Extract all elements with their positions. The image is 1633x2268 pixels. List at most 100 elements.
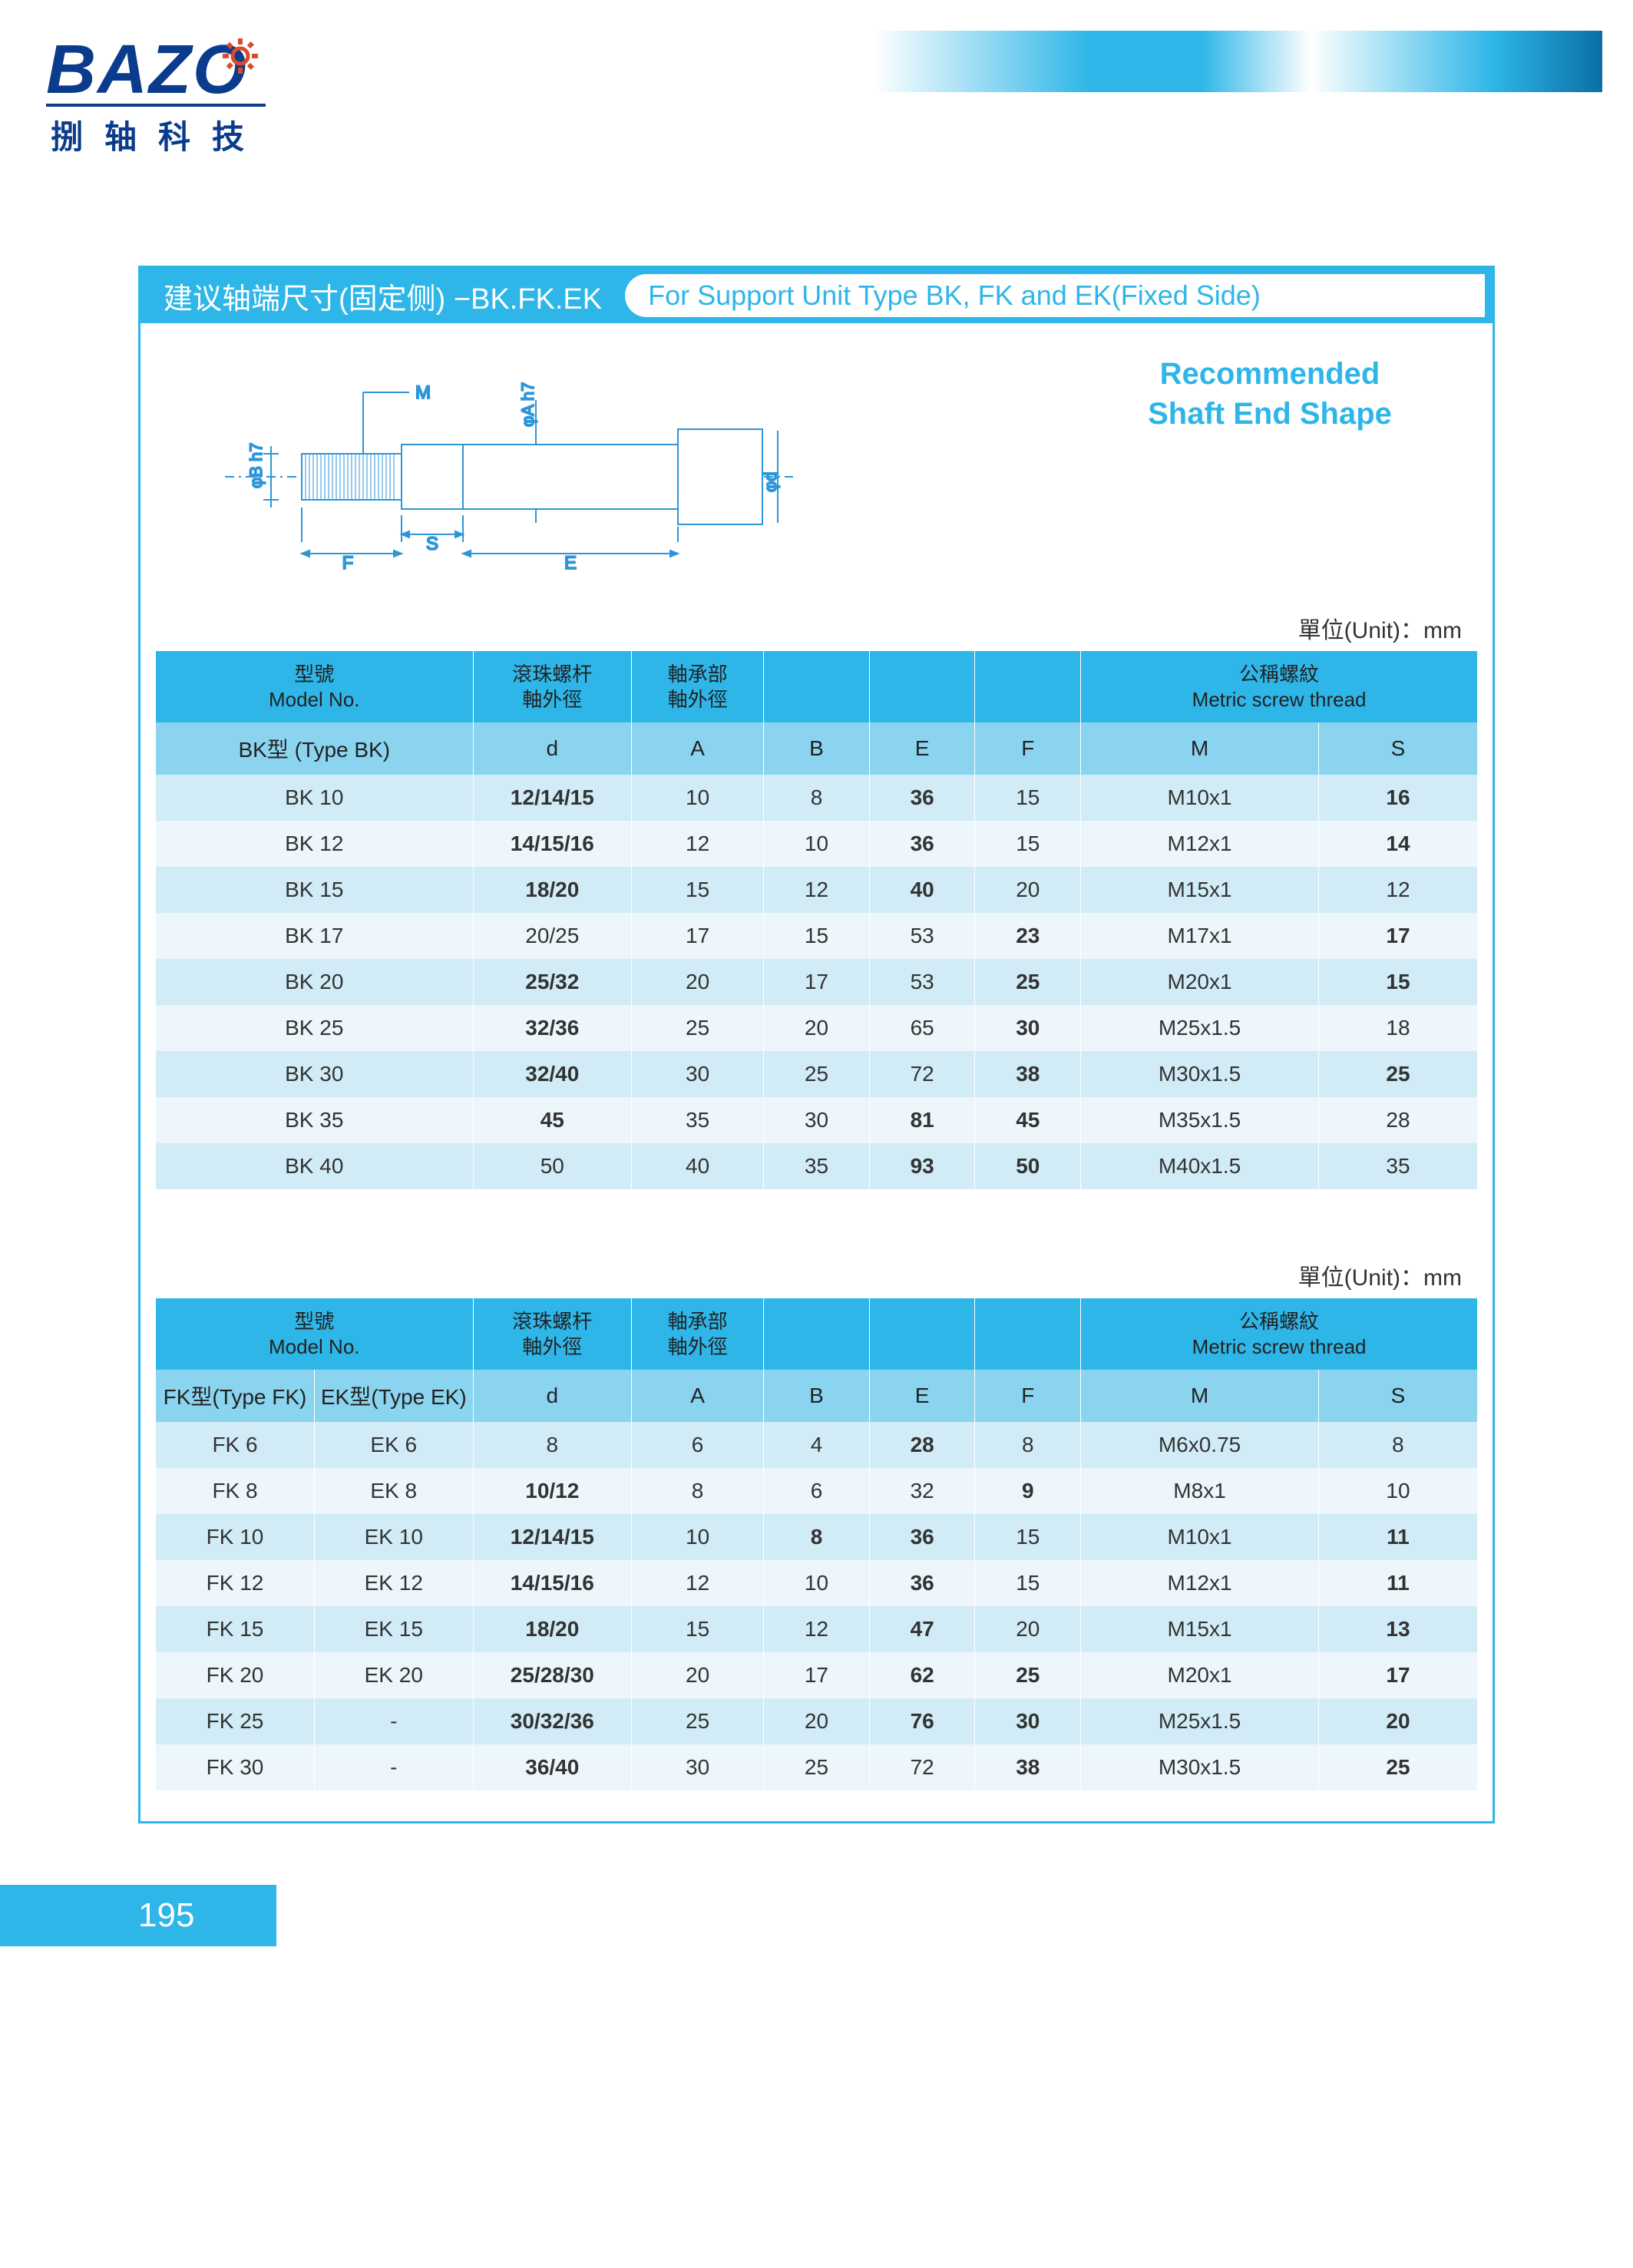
- cell-model: BK 12: [156, 821, 473, 867]
- cell-model: BK 25: [156, 1005, 473, 1051]
- th-B: [764, 1298, 870, 1370]
- logo-subtitle: 捌轴科技: [46, 104, 266, 158]
- cell-M: M10x1: [1081, 1514, 1319, 1560]
- th2-F: F: [975, 722, 1081, 775]
- cell-ek: EK 15: [315, 1606, 474, 1652]
- cell-A: 10: [632, 775, 764, 821]
- th-E: [869, 651, 975, 722]
- th-d: 滾珠螺杆軸外徑: [473, 1298, 632, 1370]
- table-row: BK 354535308145M35x1.528: [156, 1097, 1477, 1143]
- table-row: BK 1214/15/1612103615M12x114: [156, 821, 1477, 867]
- cell-d: 32/36: [473, 1005, 632, 1051]
- cell-S: 11: [1318, 1514, 1477, 1560]
- th2-d: d: [473, 722, 632, 775]
- cell-A: 15: [632, 1606, 764, 1652]
- cell-S: 12: [1318, 867, 1477, 913]
- th-A: 軸承部軸外徑: [632, 651, 764, 722]
- svg-text:φd: φd: [761, 471, 780, 492]
- cell-B: 12: [764, 867, 870, 913]
- th2-E: E: [869, 1370, 975, 1422]
- table-row: FK 20EK 2025/28/3020176225M20x117: [156, 1652, 1477, 1698]
- cell-B: 30: [764, 1097, 870, 1143]
- cell-model: BK 20: [156, 959, 473, 1005]
- header-gradient-bar: [873, 31, 1602, 92]
- unit-label-2: 單位(Unit)：mm: [140, 1251, 1493, 1298]
- table-row: FK 8EK 810/1286329M8x110: [156, 1468, 1477, 1514]
- cell-A: 35: [632, 1097, 764, 1143]
- cell-fk: FK 10: [156, 1514, 315, 1560]
- cell-B: 15: [764, 913, 870, 959]
- title-english: For Support Unit Type BK, FK and EK(Fixe…: [648, 279, 1261, 312]
- cell-S: 18: [1318, 1005, 1477, 1051]
- cell-S: 11: [1318, 1560, 1477, 1606]
- cell-M: M15x1: [1081, 1606, 1319, 1652]
- cell-S: 15: [1318, 959, 1477, 1005]
- svg-text:M: M: [415, 382, 431, 403]
- page-number: 195: [0, 1885, 276, 1946]
- cell-M: M30x1.5: [1081, 1051, 1319, 1097]
- cell-E: 53: [869, 959, 975, 1005]
- logo-text: BAZO: [46, 31, 266, 110]
- cell-B: 4: [764, 1422, 870, 1468]
- title-bar: 建议轴端尺寸(固定侧) −BK.FK.EK For Support Unit T…: [140, 268, 1493, 323]
- table-row: FK 10EK 1012/14/151083615M10x111: [156, 1514, 1477, 1560]
- cell-F: 15: [975, 1560, 1081, 1606]
- cell-M: M10x1: [1081, 775, 1319, 821]
- cell-model: BK 40: [156, 1143, 473, 1189]
- cell-F: 38: [975, 1051, 1081, 1097]
- cell-F: 8: [975, 1422, 1081, 1468]
- table-row: BK 405040359350M40x1.535: [156, 1143, 1477, 1189]
- cell-ek: EK 8: [315, 1468, 474, 1514]
- cell-A: 12: [632, 821, 764, 867]
- th2-M: M: [1081, 1370, 1319, 1422]
- cell-A: 20: [632, 1652, 764, 1698]
- cell-S: 17: [1318, 1652, 1477, 1698]
- th2-fk: FK型(Type FK): [156, 1370, 315, 1422]
- cell-fk: FK 30: [156, 1744, 315, 1790]
- th-thread: 公稱螺紋Metric screw thread: [1081, 1298, 1477, 1370]
- cell-model: BK 30: [156, 1051, 473, 1097]
- cell-E: 28: [869, 1422, 975, 1468]
- cell-d: 50: [473, 1143, 632, 1189]
- cell-B: 17: [764, 959, 870, 1005]
- cell-F: 20: [975, 1606, 1081, 1652]
- table-row: BK 1518/2015124020M15x112: [156, 867, 1477, 913]
- cell-d: 18/20: [473, 1606, 632, 1652]
- cell-B: 6: [764, 1468, 870, 1514]
- cell-ek: EK 20: [315, 1652, 474, 1698]
- cell-model: BK 15: [156, 867, 473, 913]
- cell-S: 14: [1318, 821, 1477, 867]
- cell-E: 47: [869, 1606, 975, 1652]
- cell-S: 28: [1318, 1097, 1477, 1143]
- cell-S: 20: [1318, 1698, 1477, 1744]
- cell-ek: -: [315, 1744, 474, 1790]
- cell-S: 10: [1318, 1468, 1477, 1514]
- svg-text:F: F: [342, 553, 354, 574]
- cell-A: 25: [632, 1005, 764, 1051]
- cell-F: 15: [975, 821, 1081, 867]
- th2-M: M: [1081, 722, 1319, 775]
- cell-d: 36/40: [473, 1744, 632, 1790]
- th-model: 型號Model No.: [156, 651, 473, 722]
- cell-M: M12x1: [1081, 821, 1319, 867]
- unit-label-1: 單位(Unit)：mm: [140, 603, 1493, 651]
- cell-E: 65: [869, 1005, 975, 1051]
- table-row: BK 2025/3220175325M20x115: [156, 959, 1477, 1005]
- th2-model: BK型 (Type BK): [156, 722, 473, 775]
- cell-E: 72: [869, 1051, 975, 1097]
- cell-E: 36: [869, 821, 975, 867]
- cell-model: BK 17: [156, 913, 473, 959]
- table-row: BK 1720/2517155323M17x117: [156, 913, 1477, 959]
- cell-A: 20: [632, 959, 764, 1005]
- th-thread: 公稱螺紋Metric screw thread: [1081, 651, 1477, 722]
- cell-S: 25: [1318, 1744, 1477, 1790]
- svg-text:S: S: [426, 534, 438, 554]
- page-number-text: 195: [138, 1896, 194, 1935]
- cell-F: 20: [975, 867, 1081, 913]
- cell-M: M40x1.5: [1081, 1143, 1319, 1189]
- cell-M: M12x1: [1081, 1560, 1319, 1606]
- cell-S: 16: [1318, 775, 1477, 821]
- cell-A: 8: [632, 1468, 764, 1514]
- svg-text:φA h7: φA h7: [518, 382, 537, 427]
- cell-d: 20/25: [473, 913, 632, 959]
